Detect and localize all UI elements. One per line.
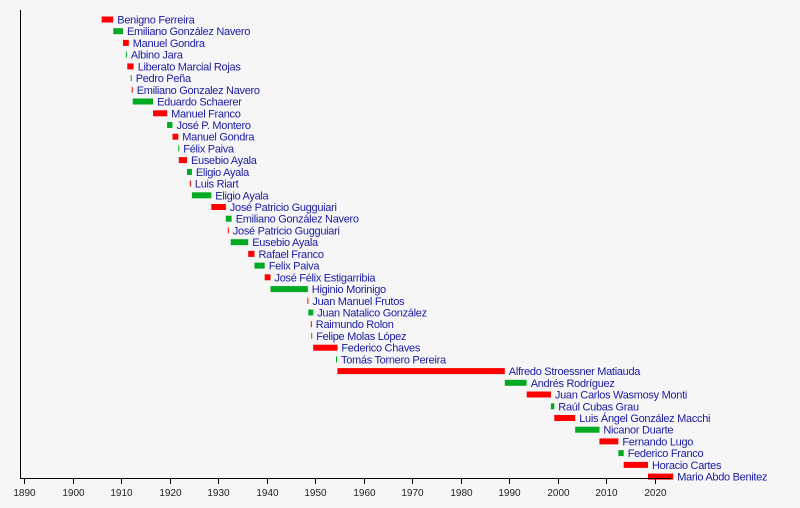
president-label: Albino Jara	[131, 50, 184, 62]
term-bar	[313, 344, 338, 351]
x-tick-label: 2010	[595, 488, 618, 499]
president-label: Felix Paiva	[269, 261, 321, 273]
president-label: Andrés Rodríguez	[531, 378, 615, 390]
term-bar	[172, 133, 179, 140]
x-tick-label: 2000	[547, 488, 570, 499]
term-bar	[191, 192, 212, 199]
president-label: José Patricio Gugguiari	[230, 202, 337, 214]
term-bar	[599, 438, 619, 445]
term-bar	[189, 180, 191, 187]
term-bar	[623, 461, 648, 468]
president-label: Emiliano González Navero	[127, 26, 250, 38]
term-bar	[308, 309, 314, 316]
term-bar	[132, 98, 154, 105]
term-bar	[575, 426, 600, 433]
term-bar	[131, 86, 133, 93]
president-label: Mario Abdo Benitez	[677, 472, 767, 484]
president-label: Benigno Ferreira	[117, 15, 195, 27]
term-bar	[270, 286, 308, 293]
president-label: Manuel Gondra	[133, 38, 206, 50]
president-label: Fernando Lugo	[622, 436, 693, 448]
term-bar	[264, 274, 271, 281]
president-label: Félix Paiva	[183, 143, 235, 155]
term-bar	[554, 415, 576, 421]
president-label: José Félix Estigarribia	[275, 272, 377, 284]
term-bar	[337, 368, 505, 375]
term-bar	[526, 391, 551, 398]
term-bar	[254, 262, 265, 269]
term-bar	[167, 122, 173, 128]
x-tick-label: 1990	[498, 488, 521, 499]
president-label: Higinio Morinigo	[312, 284, 386, 296]
x-tick-label: 2020	[644, 488, 667, 499]
president-label: Alfredo Stroessner Matiauda	[509, 366, 641, 378]
president-label: José P. Montero	[177, 120, 251, 132]
x-tick-label: 1980	[450, 488, 473, 499]
president-label: Manuel Franco	[171, 108, 241, 120]
president-label: Horacio Cartes	[652, 460, 722, 472]
president-label: Raúl Cubas Grau	[558, 401, 639, 413]
term-bar	[125, 51, 127, 58]
x-tick-label: 1920	[159, 488, 182, 499]
term-bar	[227, 227, 229, 234]
president-label: Eligio Ayala	[196, 167, 250, 179]
term-bar	[311, 332, 313, 339]
term-bar	[310, 321, 312, 328]
president-label: Eduardo Schaerer	[157, 97, 242, 109]
term-bar	[101, 16, 114, 23]
term-bar	[123, 39, 129, 46]
term-bar	[336, 356, 337, 363]
term-bar	[648, 473, 674, 480]
president-label: Manuel Gondra	[182, 132, 255, 144]
term-bar	[211, 204, 226, 210]
president-label: Eligio Ayala	[215, 190, 269, 202]
president-label: Nicanor Duarte	[603, 425, 673, 437]
x-tick-label: 1960	[353, 488, 376, 499]
term-bar	[178, 145, 180, 152]
president-label: José Patricio Gugguiari	[233, 226, 340, 238]
x-axis-ticks: 1890 1900 1910 1920 1930 1940 1950 1960 1970 1980…	[13, 478, 667, 499]
term-bar	[113, 28, 123, 35]
x-tick-label: 1940	[256, 488, 279, 499]
president-label: Eusebio Ayala	[191, 155, 258, 167]
x-tick-label: 1950	[304, 488, 327, 499]
term-bar	[225, 215, 232, 222]
term-bar	[178, 157, 187, 164]
president-label: Tomás Tornero Pereira	[341, 354, 447, 366]
president-label: Juan Carlos Wasmosy Monti	[555, 390, 687, 402]
president-label: Juan Manuel Frutos	[312, 296, 405, 308]
term-bar	[307, 297, 309, 304]
bars-group	[101, 16, 674, 480]
president-label: Eusebio Ayala	[252, 237, 319, 249]
president-label: Luis Ángel González Macchi	[579, 412, 710, 425]
president-label: Luis Riart	[195, 179, 239, 191]
term-bar	[127, 63, 134, 70]
president-label: Emiliano González Navero	[236, 214, 359, 226]
term-bar	[618, 450, 624, 457]
president-label: Emiliano Gonzalez Navero	[137, 85, 260, 97]
president-label: Raimundo Rolon	[316, 319, 394, 331]
term-bar	[504, 379, 527, 386]
president-label: Rafael Franco	[259, 249, 324, 261]
president-label: Juan Natalico González	[317, 308, 427, 320]
x-tick-label: 1970	[401, 488, 424, 499]
president-label: Liberato Marcial Rojas	[138, 61, 242, 73]
president-label: Federico Chaves	[341, 343, 420, 355]
president-label: Felipe Molas López	[316, 331, 406, 343]
term-bar	[153, 110, 168, 117]
term-bar	[187, 168, 192, 175]
term-bar	[550, 403, 555, 410]
term-bar	[248, 250, 255, 257]
term-bar	[230, 239, 249, 246]
x-tick-label: 1890	[13, 488, 36, 499]
president-label: Pedro Peña	[136, 73, 192, 85]
x-tick-label: 1900	[62, 488, 85, 499]
x-tick-label: 1930	[207, 488, 230, 499]
president-label: Federico Franco	[628, 448, 704, 460]
x-tick-label: 1910	[110, 488, 133, 499]
term-bar	[130, 75, 132, 82]
